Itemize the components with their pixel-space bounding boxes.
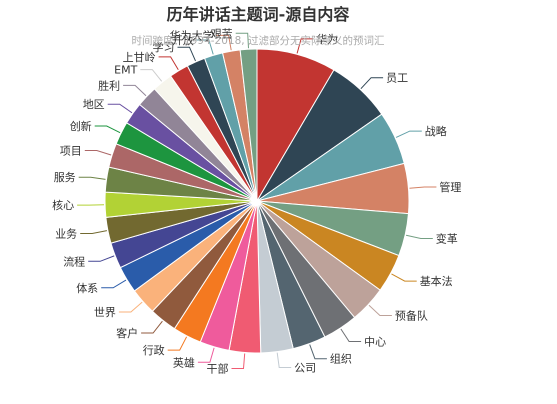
chart-subtitle: 时间跨度：1994-2018, 过滤部分无实际意义的预词汇 xyxy=(132,34,385,47)
pie-label-9: 公司 xyxy=(294,362,316,375)
pie-label-23: 胜利 xyxy=(98,78,120,92)
pie-label-24: EMT xyxy=(114,64,137,77)
pie-leader-line-22 xyxy=(108,104,132,113)
pie-label-21: 创新 xyxy=(70,119,92,133)
pie-label-11: 英雄 xyxy=(173,355,195,369)
pie-leader-line-4 xyxy=(406,235,433,238)
pie-label-8: 组织 xyxy=(330,352,352,366)
pie-leader-line-11 xyxy=(198,348,214,362)
pie-leader-line-17 xyxy=(80,231,107,234)
pie-leader-line-6 xyxy=(369,305,392,315)
pie-leader-line-12 xyxy=(168,337,187,350)
pie-label-19: 服务 xyxy=(54,171,76,184)
pie-leader-line-3 xyxy=(410,187,437,188)
pie-label-22: 地区 xyxy=(83,98,105,111)
pie-label-4: 变革 xyxy=(436,232,458,246)
pie-label-2: 战略 xyxy=(425,124,447,138)
pie-label-16: 流程 xyxy=(63,254,85,268)
pie-label-17: 业务 xyxy=(55,228,77,241)
pie-label-12: 行政 xyxy=(143,343,165,357)
chart-title: 历年讲话主题词-源自内容 xyxy=(167,5,350,24)
pie-leader-line-13 xyxy=(141,321,162,333)
pie-leader-line-19 xyxy=(79,177,106,179)
pie-leader-line-14 xyxy=(119,302,142,312)
pie-leader-line-10 xyxy=(232,354,245,369)
pie-leader-line-16 xyxy=(88,256,114,261)
pie-leader-line-8 xyxy=(310,345,327,359)
pie-label-7: 中心 xyxy=(364,336,386,349)
pie-leader-line-21 xyxy=(95,126,120,133)
pie-leader-line-2 xyxy=(396,131,422,137)
pie-label-13: 客户 xyxy=(116,326,138,340)
pie-label-1: 员工 xyxy=(386,72,408,85)
pie-leader-line-26 xyxy=(178,47,196,61)
pie-leader-line-15 xyxy=(101,280,126,288)
pie-leader-line-23 xyxy=(123,85,146,95)
pie-label-5: 基本法 xyxy=(420,274,453,288)
pie-label-18: 核心 xyxy=(52,198,74,212)
pie-label-6: 预备队 xyxy=(395,309,428,323)
pie-label-15: 体系 xyxy=(76,281,98,295)
pie-label-25: 上甘岭 xyxy=(123,50,156,64)
pie-leader-line-9 xyxy=(277,353,291,368)
pie-label-3: 管理 xyxy=(439,180,461,194)
pie-label-20: 项目 xyxy=(60,145,82,158)
pie-label-10: 干部 xyxy=(207,362,229,376)
pie-leader-line-1 xyxy=(361,78,383,89)
pie-leader-line-5 xyxy=(392,274,417,281)
pie-leader-line-7 xyxy=(341,329,361,342)
pie-leader-line-20 xyxy=(85,151,111,156)
pie-label-14: 世界 xyxy=(94,306,116,319)
pie-leader-line-24 xyxy=(140,70,161,82)
pie-leader-line-25 xyxy=(159,57,179,70)
pie-slices xyxy=(105,49,409,353)
